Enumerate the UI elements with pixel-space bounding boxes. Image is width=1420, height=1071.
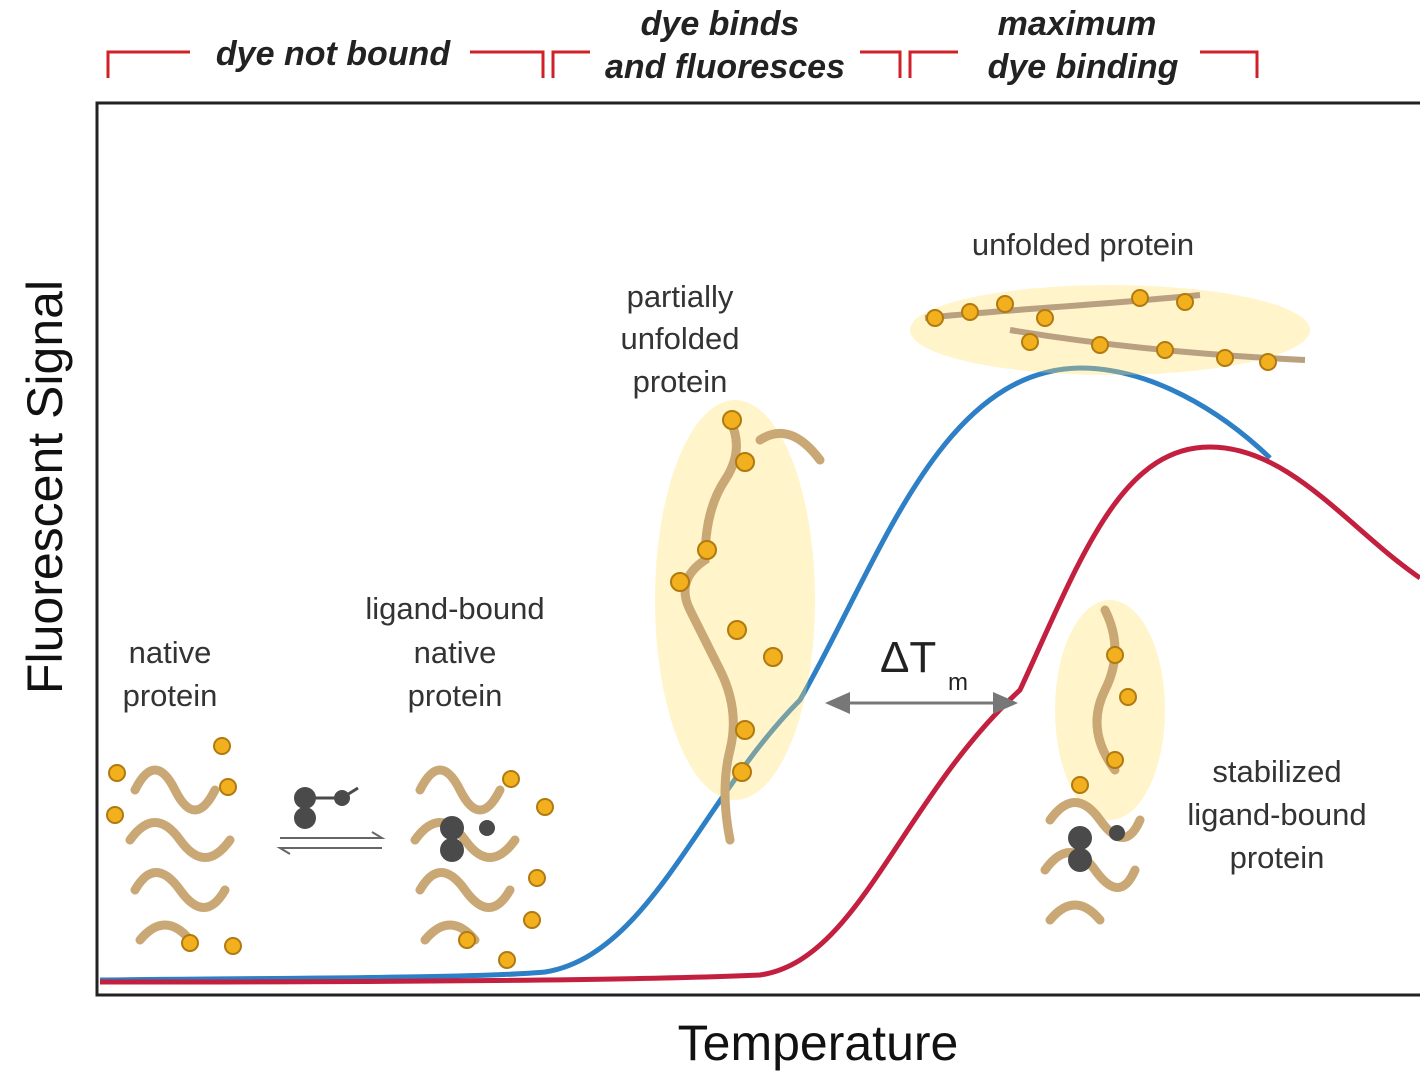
annotation: unfolded [621,321,740,356]
native-protein-illustration [107,738,241,954]
annotation: native [414,635,497,670]
unfolded-protein-illustration [910,285,1310,375]
phase-label: dye binding [988,48,1179,86]
annotation: partially [627,279,734,314]
diagram: dye not bound dye binds and fluoresces m… [0,0,1420,1071]
delta-tm: ΔT [880,633,936,682]
annotation: protein [408,678,503,713]
y-axis-label: Fluorescent Signal [17,280,73,694]
annotation: native [129,635,212,670]
annotation: ligand-bound [365,591,544,626]
annotation: ligand-bound [1187,797,1366,832]
delta-tm-subscript: m [948,669,968,696]
phase-label: and fluoresces [605,48,845,86]
stabilized-protein-illustration [1045,600,1165,920]
x-axis-label: Temperature [678,1015,959,1071]
annotation: protein [123,678,218,713]
ligand-bound-protein-illustration [415,770,553,968]
partially-unfolded-illustration [655,400,820,840]
delta-tm-arrow [825,692,1018,714]
annotation: protein [633,364,728,399]
phase-label: dye binds [641,5,800,43]
annotation: stabilized [1212,754,1341,789]
phase-label: maximum [998,5,1157,43]
annotation: unfolded protein [972,227,1194,262]
annotation: protein [1230,840,1325,875]
phase-label: dye not bound [216,35,451,73]
equilibrium-arrows [280,787,382,854]
